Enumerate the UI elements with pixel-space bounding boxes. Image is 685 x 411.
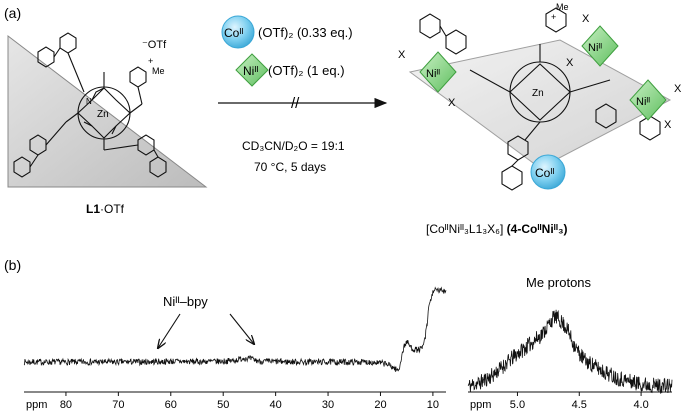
x-ligand-6: X — [664, 119, 672, 131]
nmr-spectrum-me-region: ppm 5.0 4.5 4.0 — [467, 309, 673, 411]
ligand-name: L1·OTf — [86, 202, 125, 216]
x-tick-label: 40 — [270, 399, 282, 411]
x-ligand-1: X — [398, 49, 406, 61]
annotation-ni-bpy: Niᴵᴵ–bpy — [163, 294, 208, 309]
x-tick-label: 10 — [427, 399, 439, 411]
arrow-break-mark: // — [291, 95, 300, 112]
x-axis-unit-label: ppm — [470, 399, 491, 411]
product-zn-label: Zn — [532, 88, 544, 99]
annotation-me-protons: Me protons — [526, 275, 592, 290]
nmr-spectrum-wide: ppm 80 70 60 50 40 30 20 10 — [23, 286, 447, 411]
temperature-time: 70 °C, 5 days — [254, 160, 326, 174]
x-axis-unit-label: ppm — [26, 399, 47, 411]
x-ligand-3: X — [582, 13, 590, 25]
x-tick-label: 50 — [217, 399, 229, 411]
ni-reagent-text: (OTf)₂ (1 eq.) — [268, 63, 345, 78]
panel-a-label: (a) — [4, 5, 21, 21]
annotation-arrow-2 — [229, 313, 254, 344]
x-ligand-4: X — [566, 57, 574, 69]
x-tick-label: 20 — [374, 399, 386, 411]
solvent-conditions: CD₃CN/D₂O = 19:1 — [242, 139, 345, 153]
co-reagent: Coᴵᴵ (OTf)₂ (0.33 eq.) — [221, 15, 353, 49]
ligand-counterion: ⁻OTf — [142, 39, 167, 51]
product-pyridinium-label: Me — [556, 2, 569, 12]
x-tick-label: 80 — [60, 399, 72, 411]
x-ligand-5: X — [674, 83, 682, 95]
x-tick-label: 4.0 — [633, 399, 648, 411]
product-co-badge: Coᴵᴵ — [535, 166, 554, 180]
ni-reagent: Niᴵᴵ (OTf)₂ (1 eq.) — [235, 53, 345, 87]
product-ni-badge-right: Niᴵᴵ — [636, 96, 650, 108]
product-pyridinium-charge: + — [551, 12, 556, 22]
co-reagent-text: (OTf)₂ (0.33 eq.) — [258, 25, 353, 40]
co-reagent-badge: Coᴵᴵ — [224, 26, 243, 40]
panel-b-label: (b) — [4, 257, 21, 273]
x-tick-label: 5.0 — [510, 399, 525, 411]
spectrum-trace-me-region — [467, 309, 673, 394]
ligand-zn-label: Zn — [97, 109, 109, 120]
ni-reagent-badge: Niᴵᴵ — [243, 64, 258, 78]
annotation-arrow-1 — [158, 313, 181, 348]
product-ni-badge-top: Niᴵᴵ — [588, 42, 602, 54]
ligand-pyridinium-label: Me — [152, 66, 165, 76]
product-ni-badge-left: Niᴵᴵ — [426, 68, 440, 80]
x-ligand-2: X — [448, 97, 456, 109]
x-tick-label: 4.5 — [572, 399, 587, 411]
spectrum-trace-wide — [23, 286, 447, 372]
product-cage-structure: Zn + Me Niᴵᴵ Niᴵᴵ Niᴵᴵ Coᴵᴵ X X X X X X — [398, 2, 682, 191]
x-tick-label: 30 — [322, 399, 334, 411]
x-tick-label: 60 — [165, 399, 177, 411]
ligand-n-label: N — [86, 97, 92, 106]
x-tick-label: 70 — [112, 399, 124, 411]
ligand-l1-structure: Zn N ⁻OTf + Me — [7, 32, 208, 188]
ligand-pyridinium-charge: + — [148, 56, 153, 66]
product-formula: [CoᴵᴵNiᴵᴵ₃L1₃X₆] (4-CoᴵᴵNiᴵᴵ₃) — [426, 222, 568, 236]
